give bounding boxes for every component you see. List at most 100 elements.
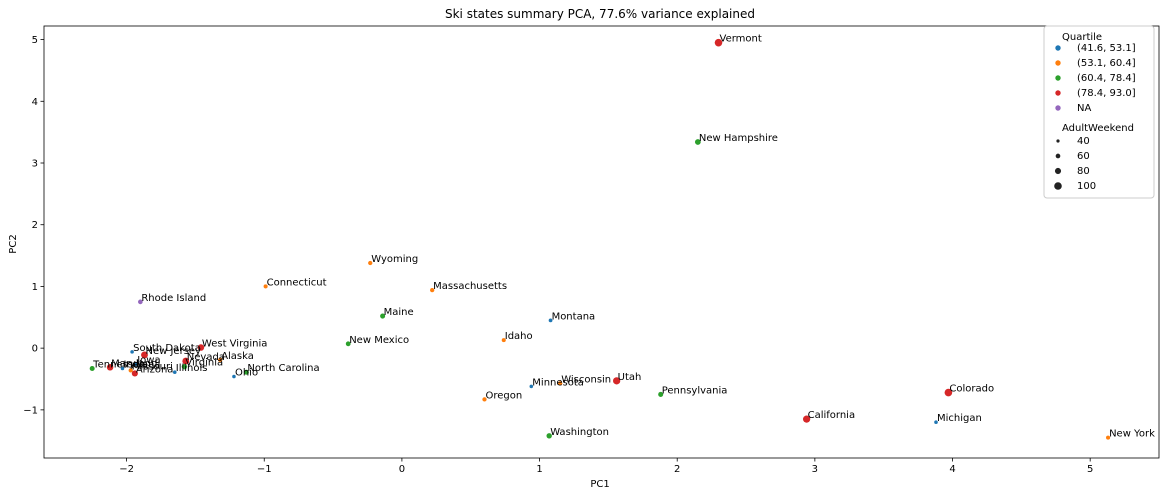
point-label: Idaho: [505, 331, 533, 342]
data-point: [130, 350, 134, 354]
point-label: Wyoming: [371, 254, 418, 265]
point-label: Ohio: [235, 368, 258, 379]
point-label: North Carolina: [247, 363, 319, 374]
data-point: [694, 139, 701, 145]
legend-size-marker: [1055, 153, 1061, 159]
y-axis-title: PC2: [8, 234, 19, 253]
data-point: [802, 415, 811, 423]
point-label: Massachusetts: [433, 281, 507, 292]
legend-hue-title: Quartile: [1062, 32, 1102, 43]
legend-size-marker: [1054, 182, 1062, 190]
axes-layer: −2 −1 0 1 2 3 4 5 −1 0 1 2 3 4 5: [23, 25, 1160, 475]
point-label: Iowa: [137, 355, 160, 366]
data-point: [243, 369, 249, 375]
y-tick-label: 0: [32, 344, 38, 355]
point-label: Maine: [384, 307, 414, 318]
plot-frame: [43, 25, 1160, 459]
point-label: New York: [1109, 429, 1155, 440]
points-layer: [89, 38, 1111, 440]
point-label: Alaska: [221, 351, 254, 362]
data-point: [141, 351, 148, 359]
data-point: [613, 377, 621, 385]
point-label: Vermont: [720, 34, 762, 45]
point-label: Washington: [550, 427, 609, 438]
data-point: [548, 318, 553, 323]
y-tick-label: 4: [32, 97, 38, 108]
data-point: [120, 366, 125, 371]
point-label: Arizona: [136, 364, 174, 375]
y-tick-label: 2: [32, 220, 38, 231]
data-point: [368, 260, 373, 266]
point-label: Colorado: [949, 384, 994, 395]
y-tick-label: 3: [32, 159, 38, 170]
x-tick-label: −2: [119, 464, 134, 475]
y-tick-label: 1: [32, 282, 38, 293]
legend-hue-label: NA: [1077, 103, 1091, 114]
legend-hue-marker: [1055, 75, 1061, 81]
point-label: Oregon: [485, 390, 522, 401]
data-point: [89, 365, 95, 372]
legend-size-marker: [1054, 167, 1062, 175]
point-labels-layer: Vermont New Hampshire Wyoming Connecticut Ma…: [92, 34, 1155, 440]
y-tick-label: 5: [32, 35, 38, 46]
data-point: [1106, 435, 1111, 440]
point-label: Indiana: [123, 360, 160, 371]
data-point: [934, 420, 938, 424]
x-tick-label: 4: [949, 464, 955, 475]
data-point: [430, 287, 435, 293]
data-point: [501, 338, 506, 343]
point-label: Connecticut: [267, 277, 327, 288]
legend-hue-label: (78.4, 93.0]: [1077, 88, 1136, 99]
legend-frame: [1043, 25, 1155, 199]
x-tick-label: −1: [257, 464, 272, 475]
point-label: Maryland: [111, 358, 157, 369]
point-label: Pennsylvania: [662, 385, 728, 396]
legend-hue-label: (60.4, 78.4]: [1077, 73, 1136, 84]
point-label: Utah: [618, 372, 642, 383]
data-point: [131, 370, 138, 377]
x-tick-label: 3: [812, 464, 818, 475]
x-tick-label: 1: [536, 464, 542, 475]
point-label: Wisconsin: [561, 374, 611, 385]
legend-size-items: 40 60 80 100: [1054, 136, 1096, 192]
point-label: Michigan: [937, 413, 982, 424]
point-label: West Virginia: [202, 339, 267, 350]
data-point: [134, 362, 139, 366]
data-point: [232, 374, 236, 379]
x-axis-title: PC1: [590, 479, 609, 490]
data-point: [714, 38, 723, 47]
chart-title: Ski states summary PCA, 77.6% variance e…: [445, 7, 755, 21]
point-label: Nevada: [187, 352, 225, 363]
point-label: Montana: [552, 311, 596, 322]
data-point: [380, 313, 386, 319]
data-point: [529, 384, 534, 389]
x-tick-label: 5: [1087, 464, 1093, 475]
legend-hue-label: (41.6, 53.1]: [1077, 43, 1136, 54]
point-label: Minnesota: [532, 377, 584, 388]
legend-size-marker: [1056, 139, 1060, 143]
point-label: New Jersey: [145, 346, 201, 357]
data-point: [138, 299, 143, 305]
point-label: South Dakota: [133, 343, 201, 354]
data-point: [345, 341, 351, 347]
legend-hue-marker: [1055, 45, 1061, 51]
legend-hue-marker: [1055, 90, 1061, 96]
point-label: Virginia: [185, 358, 223, 369]
data-point: [263, 284, 268, 289]
x-tick-label: 2: [674, 464, 680, 475]
point-label: California: [808, 410, 856, 421]
data-point: [558, 381, 563, 386]
data-point: [181, 363, 188, 370]
legend-hue-marker: [1055, 105, 1061, 111]
data-point: [182, 357, 190, 365]
point-label: New Mexico: [349, 335, 409, 346]
legend-size-title: AdultWeekend: [1062, 123, 1134, 134]
point-label: Rhode Island: [141, 293, 206, 304]
point-label: Missouri: [132, 361, 173, 372]
legend-size-label: 100: [1077, 181, 1096, 192]
legend-size-label: 60: [1077, 151, 1090, 162]
legend-hue-label: (53.1, 60.4]: [1077, 58, 1136, 69]
data-point: [218, 357, 223, 363]
data-point: [546, 433, 552, 439]
